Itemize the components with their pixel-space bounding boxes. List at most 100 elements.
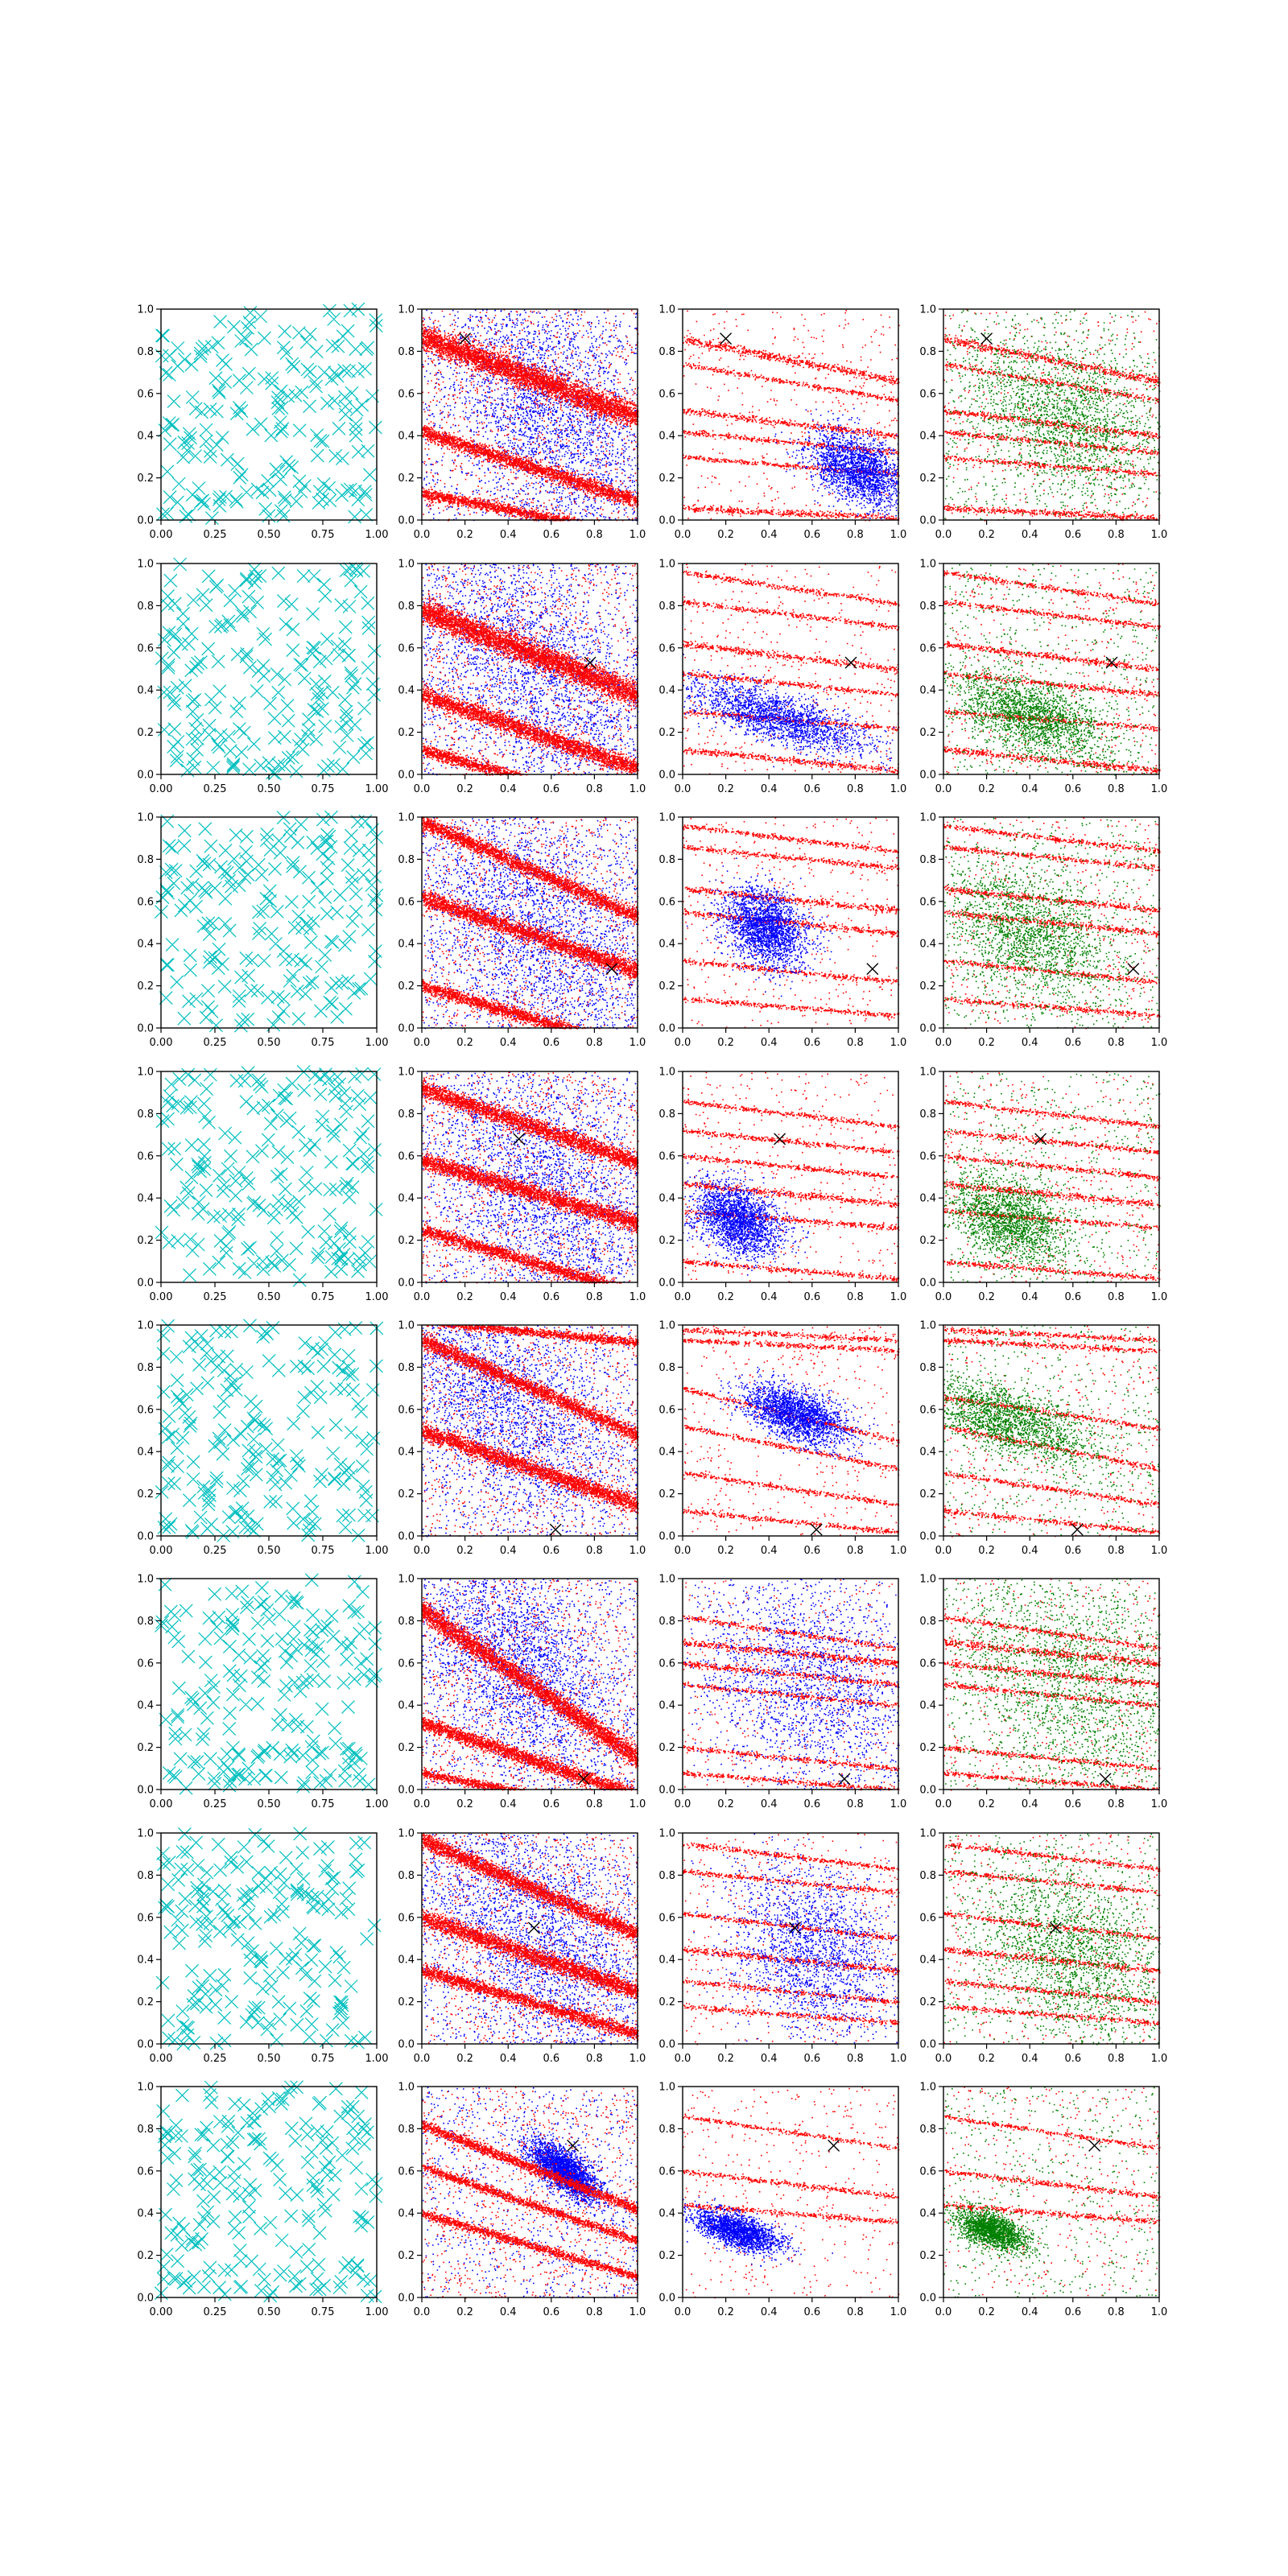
panel-r7-c1: 0.00 0.25 0.50 0.75 1.00 0.0 0.2 0.4 0.6 0.8 1.0 [137,1827,388,2065]
panel-r7-c3-ytick-label: 0.2 [658,1996,675,2008]
red-stripe-samples [422,309,639,522]
panel-r7-c3-xtick-label: 0.8 [847,2053,864,2065]
green-cluster-samples [943,817,1160,1029]
panel-r2-c2-xtick-label: 0.8 [586,783,603,795]
panel-r6-c2-ytick-label: 0.6 [398,1657,415,1670]
panel-r3-c2-ytick-label: 0.0 [398,1023,415,1035]
panel-r2-c3-xtick-label: 1.0 [890,783,907,795]
red-stripe-samples [943,2087,1161,2299]
panel-r4-c4-xtick-label: 0.6 [1064,1291,1081,1303]
panel-r7-c4-ytick-label: 0.4 [919,1955,936,1967]
panel-r3-c1-xtick-label: 0.50 [258,1037,281,1049]
uniform-points [155,1319,384,1542]
panel-r6-c2-xtick-label: 0.4 [500,1798,517,1810]
panel-r7-c4-ytick-label: 0.0 [919,2039,936,2051]
panel-r8-c1-ytick-label: 1.0 [137,2082,154,2094]
panel-r3-c4-ytick-label: 0.0 [919,1023,936,1035]
panel-r2-c3-xtick-label: 0.2 [717,783,734,795]
panel-r5-c4-ytick-label: 0.6 [919,1404,936,1416]
panel-r8-c1-xtick-label: 0.25 [204,2306,227,2318]
panel-r2-c1-ytick-label: 0.6 [137,642,154,654]
panel-r8-c4-ytick-label: 0.4 [919,2208,936,2220]
target-x-marker [513,1133,526,1146]
target-x-marker [527,1922,540,1934]
panel-r7-c1-xtick-label: 0.25 [204,2053,227,2065]
panel-r2-c1-ytick-label: 0.0 [137,770,154,782]
panel-r4-c2-ytick-label: 0.2 [398,1235,415,1247]
target-x-marker [810,1523,823,1536]
panel-r1-c3-xtick-label: 0.4 [761,529,778,541]
panel-r5-c3-xtick-label: 0.2 [717,1545,734,1557]
panel-r6-c2-xtick-label: 0.0 [414,1798,431,1810]
panel-r1-c2-ytick-label: 0.6 [398,388,415,400]
panel-r6-c4-xtick-label: 0.6 [1064,1798,1081,1810]
panel-r3-c4-xtick-label: 0.8 [1108,1037,1125,1049]
panel-r3-c4: 0.0 0.2 0.4 0.6 0.8 1.0 0.0 0.2 0.4 0.6 0.8 1.0 [919,812,1167,1050]
panel-r4-c1-xtick-label: 1.00 [365,1291,389,1303]
panel-r4-c3-xtick-label: 0.6 [803,1291,820,1303]
panel-r7-c2-xtick-label: 0.8 [586,2053,603,2065]
panel-r3-c1-xtick-label: 0.75 [312,1037,335,1049]
panel-r5-c4-frame [943,1324,1160,1537]
panel-r3-c2-ytick-label: 0.8 [398,854,415,866]
panel-r4-c3-ytick-label: 0.2 [658,1235,675,1247]
panel-r6-c4-ytick-label: 1.0 [919,1574,936,1586]
panel-r2-c2-xtick-label: 1.0 [630,783,646,795]
panel-r4-c1-xtick-label: 0.75 [312,1291,335,1303]
panel-r7-c1-ytick-label: 0.6 [137,1912,154,1924]
uniform-points [154,810,384,1033]
target-x-marker [1127,963,1140,976]
red-stripe-samples [422,1071,639,1284]
panel-r2-c2-ytick-label: 0.8 [398,601,415,613]
panel-r4-c4-ytick-label: 0.4 [919,1193,936,1205]
panel-r8-c2-xtick-label: 0.6 [543,2306,559,2318]
panel-r3-c4-ytick-label: 0.8 [919,854,936,866]
panel-r3-c3-ytick-label: 0.8 [658,854,675,866]
panel-r8-c3-ytick-label: 1.0 [658,2082,675,2094]
panel-r1-c2-xtick-label: 0.6 [543,529,559,541]
panel-r7-c2-xtick-label: 0.6 [543,2053,559,2065]
panel-r4-c1-ytick-label: 0.0 [137,1278,154,1290]
panel-r1-c2-ytick-label: 0.0 [398,515,415,527]
panel-r7-c2-ytick-label: 0.4 [398,1955,415,1967]
panel-r1-c1-xtick-label: 0.25 [204,529,227,541]
panel-r6-c3-ytick-label: 0.4 [658,1700,675,1712]
panel-r5-c2-ytick-label: 0.0 [398,1531,415,1543]
red-stripe-samples [943,564,1161,776]
panel-r3-c2: 0.0 0.2 0.4 0.6 0.8 1.0 0.0 0.2 0.4 0.6 0.8 1.0 [398,812,646,1050]
target-x-marker [567,2139,580,2152]
panel-r8-c3-xtick-label: 1.0 [890,2306,907,2318]
uniform-points [155,1827,382,2051]
panel-r5-c3-ytick-label: 0.6 [658,1404,675,1416]
panel-r3-c2-ytick-label: 1.0 [398,812,415,824]
panel-r8-c4: 0.0 0.2 0.4 0.6 0.8 1.0 0.0 0.2 0.4 0.6 0.8 1.0 [919,2082,1167,2319]
uniform-points [154,1573,383,1795]
panel-r6-c3-ytick-label: 1.0 [658,1574,675,1586]
panel-r8-c2-xtick-label: 0.0 [414,2306,431,2318]
panel-r7-c4-ytick-label: 1.0 [919,1828,936,1840]
panel-r7-c3-ytick-label: 0.0 [658,2039,675,2051]
panel-r4-c3-frame [682,1071,899,1283]
panel-r7-c4-xtick-label: 0.2 [978,2053,995,2065]
panel-r7-c3-frame [682,1832,899,2045]
panel-r3-c1-xtick-label: 1.00 [365,1037,389,1049]
panel-r6-c3-xtick-label: 0.6 [803,1798,820,1810]
panel-r4-c2-xtick-label: 0.4 [500,1291,517,1303]
uniform-points [155,557,382,781]
panel-r7-c4-frame [943,1832,1160,2045]
panel-r4-c4-xtick-label: 0.0 [935,1291,952,1303]
panel-r7-c3-xtick-label: 0.0 [675,2053,691,2065]
panel-r4-c2-ytick-label: 0.6 [398,1150,415,1162]
panel-r8-c3-xtick-label: 0.4 [761,2306,778,2318]
red-stripe-samples [683,1579,900,1791]
panel-r5-c2-xtick-label: 1.0 [630,1545,646,1557]
panel-r3-c4-ytick-label: 0.6 [919,896,936,908]
panel-r6-c2-ytick-label: 0.4 [398,1700,415,1712]
panel-r2-c2-xtick-label: 0.2 [456,783,473,795]
panel-r8-c3: 0.0 0.2 0.4 0.6 0.8 1.0 0.0 0.2 0.4 0.6 0.8 1.0 [658,2082,906,2319]
panel-r6-c3-ytick-label: 0.2 [658,1742,675,1754]
panel-r3-c3-xtick-label: 0.6 [803,1037,820,1049]
panel-r8-c1-ytick-label: 0.6 [137,2165,154,2178]
panel-r6-c2-xtick-label: 1.0 [630,1798,646,1810]
red-stripe-samples [422,2087,639,2299]
